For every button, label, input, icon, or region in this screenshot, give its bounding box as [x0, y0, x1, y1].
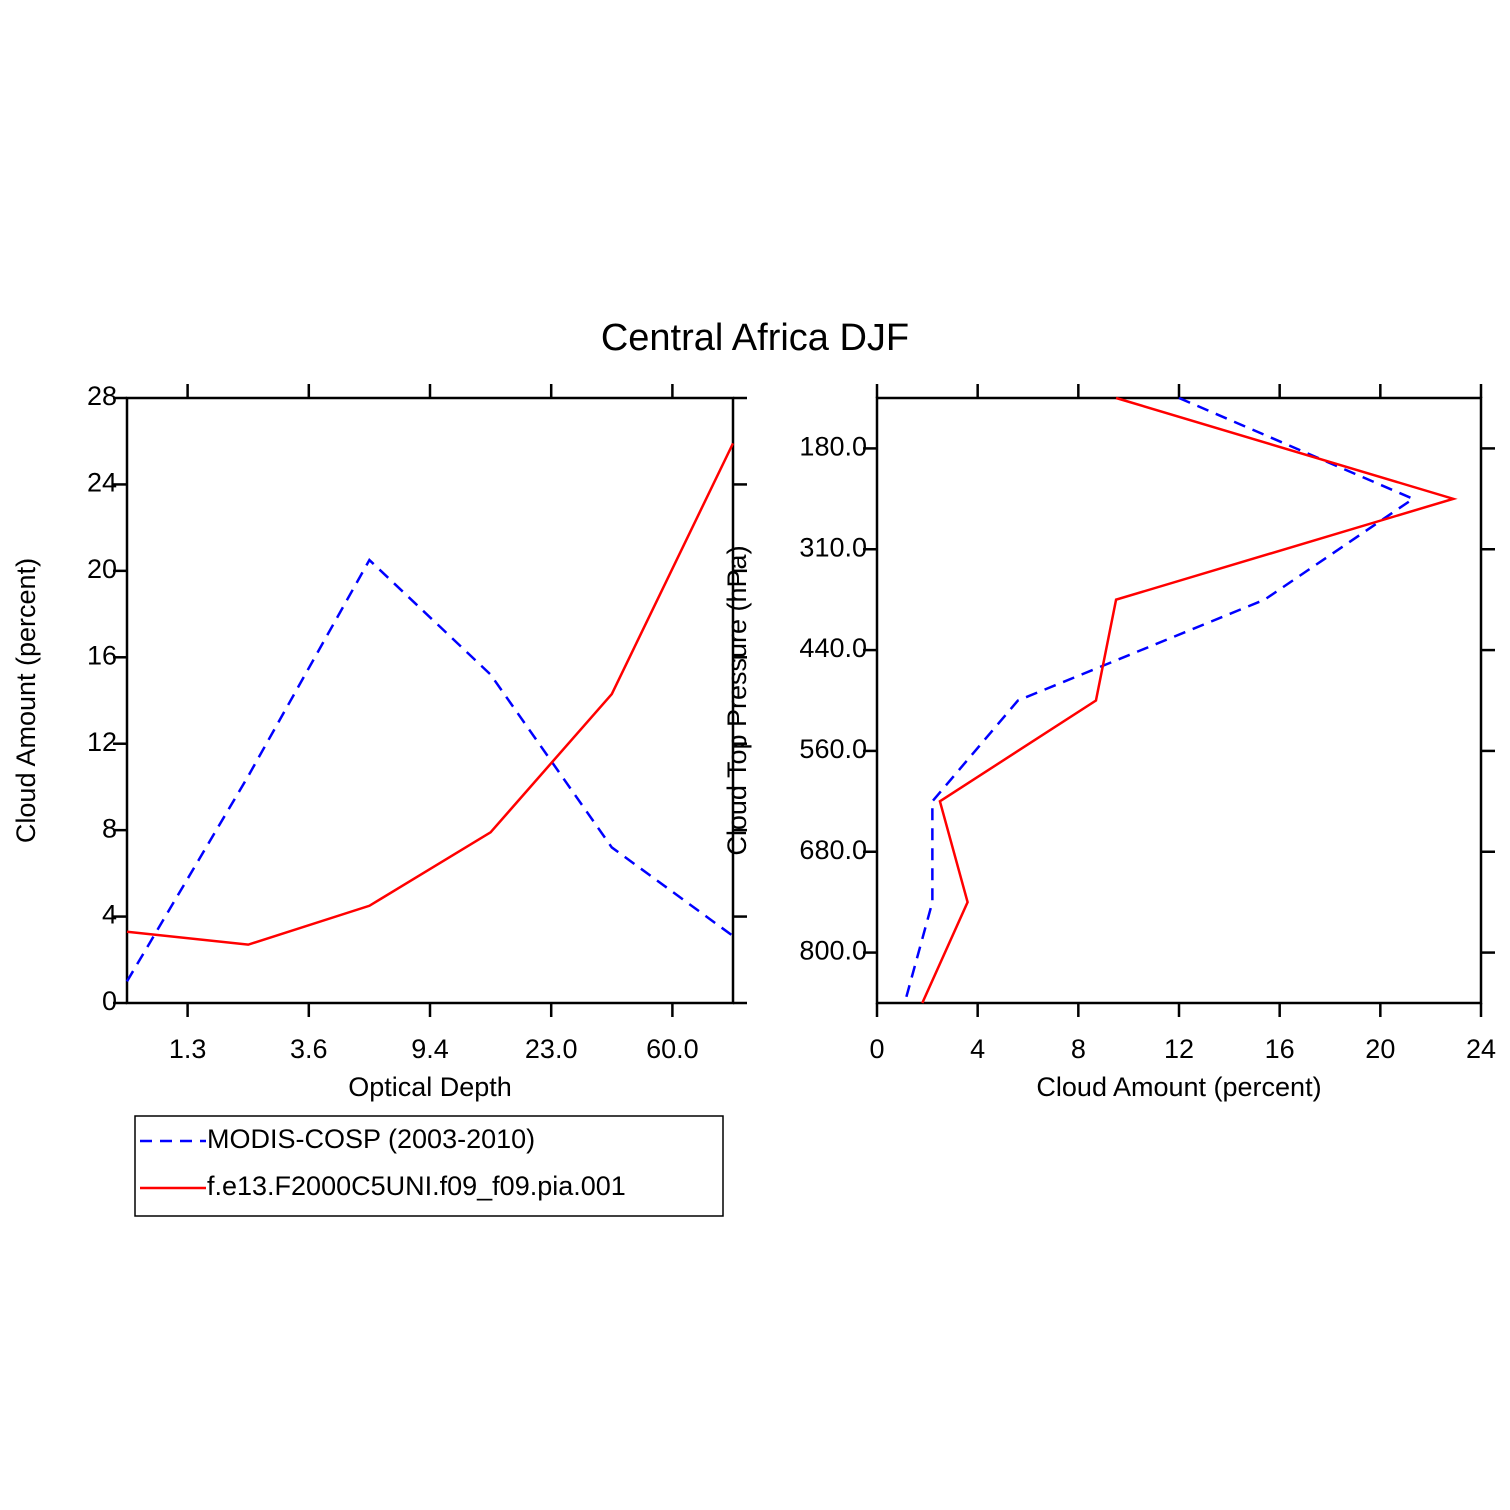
x-tick-label: 0 — [869, 1034, 884, 1064]
x-tick-label: 9.4 — [411, 1034, 449, 1064]
x-axis-title: Optical Depth — [348, 1072, 512, 1102]
y-tick-label: 12 — [87, 727, 117, 757]
y-tick-label: 8 — [102, 813, 117, 843]
y-tick-label: 310.0 — [799, 532, 867, 562]
y-tick-label: 28 — [87, 381, 117, 411]
x-tick-label: 8 — [1071, 1034, 1086, 1064]
figure-title: Central Africa DJF — [601, 317, 909, 359]
y-axis-title: Cloud Top Pressure (hPa) — [722, 545, 752, 855]
y-tick-label: 24 — [87, 468, 117, 498]
x-tick-label: 1.3 — [169, 1034, 207, 1064]
legend-label: MODIS-COSP (2003-2010) — [207, 1124, 535, 1154]
x-tick-label: 20 — [1365, 1034, 1395, 1064]
x-tick-label: 16 — [1265, 1034, 1295, 1064]
y-tick-label: 0 — [102, 986, 117, 1016]
y-tick-label: 20 — [87, 554, 117, 584]
y-tick-label: 180.0 — [799, 432, 867, 462]
y-tick-label: 4 — [102, 900, 117, 930]
x-tick-label: 60.0 — [646, 1034, 699, 1064]
legend-box — [134, 1115, 724, 1217]
x-axis-title: Cloud Amount (percent) — [1036, 1072, 1321, 1102]
x-tick-label: 3.6 — [290, 1034, 328, 1064]
y-axis-title: Cloud Amount (percent) — [11, 558, 41, 843]
y-tick-label: 440.0 — [799, 633, 867, 663]
x-tick-label: 23.0 — [525, 1034, 578, 1064]
x-tick-label: 24 — [1466, 1034, 1496, 1064]
y-tick-label: 680.0 — [799, 835, 867, 865]
series-line — [921, 396, 1458, 1004]
y-tick-label: 800.0 — [799, 936, 867, 966]
y-tick-label: 16 — [87, 640, 117, 670]
x-tick-label: 12 — [1164, 1034, 1194, 1064]
y-tick-label: 560.0 — [799, 734, 867, 764]
series-line — [125, 558, 734, 983]
series-line — [126, 442, 735, 946]
series-line — [903, 396, 1416, 1004]
x-tick-label: 4 — [970, 1034, 985, 1064]
legend-label: f.e13.F2000C5UNI.f09_f09.pia.001 — [207, 1171, 626, 1201]
